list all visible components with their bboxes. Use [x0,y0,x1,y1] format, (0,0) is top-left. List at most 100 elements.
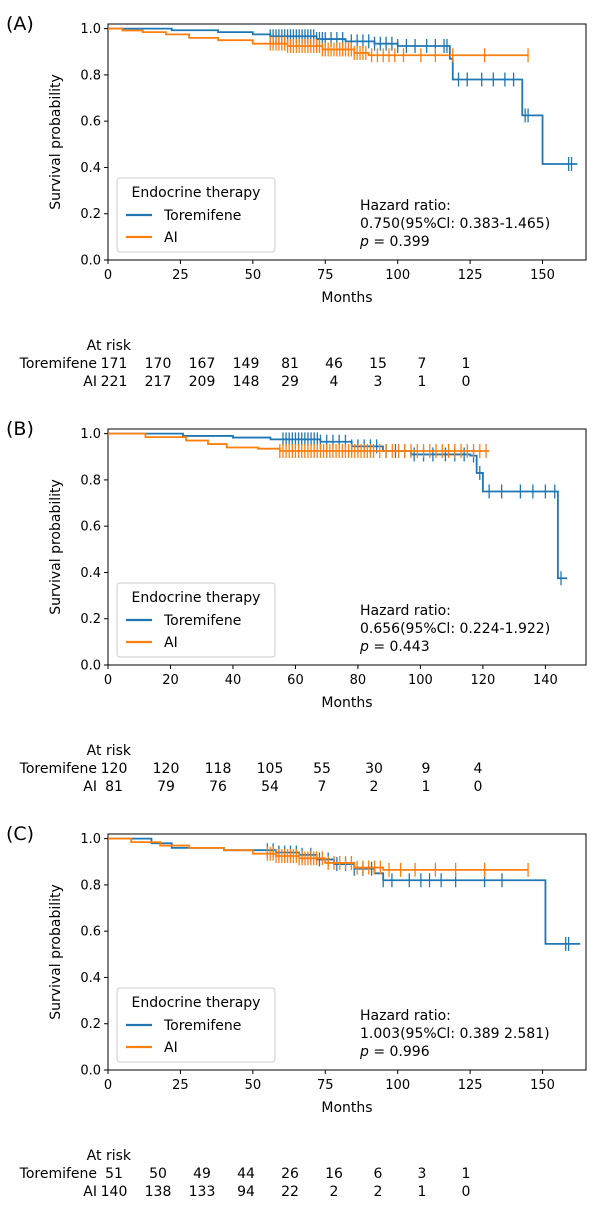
x-tick-label: 0 [104,268,112,283]
at-risk-value: 7 [418,356,427,372]
series-line-ai [108,837,529,871]
at-risk-row-label: AI [83,374,97,390]
y-tick-label: 0.0 [80,1064,101,1079]
at-risk-value: 140 [101,1184,128,1200]
legend-label: AI [164,230,178,246]
legend-box [116,987,276,1063]
legend-label: Toremifene [163,1018,241,1034]
x-tick-label: 25 [172,1078,189,1093]
at-risk-value: 221 [101,374,128,390]
y-tick-label: 0.6 [80,520,101,535]
at-risk-title: At risk [87,338,132,354]
hazard-annotation: Hazard ratio: 0.656(95%Cl: 0.224-1.922) p … [359,603,550,655]
x-tick-label: 40 [225,673,242,688]
y-tick-label: 0.2 [80,612,101,627]
at-risk-value: 138 [145,1184,172,1200]
km-panel-1: (A)0 25 50 75 100 125 1500.00.20.40.60.81.0Mon… [6,13,587,390]
at-risk-value: 81 [105,779,123,795]
hazard-ratio-value: 0.750(95%Cl: 0.383-1.465) [360,216,550,232]
p-label: p [359,639,369,655]
hazard-ratio-title: Hazard ratio: [360,198,451,214]
at-risk-value: 94 [237,1184,255,1200]
p-value-text: = 0.996 [369,1044,430,1060]
y-tick-label: 0.6 [80,925,101,940]
at-risk-value: 3 [374,374,383,390]
y-tick-label: 0.8 [80,68,101,83]
y-axis-label: Survival probability [48,479,64,615]
at-risk-value: 120 [101,761,128,777]
at-risk-value: 120 [153,761,180,777]
legend-title: Endocrine therapy [132,995,261,1011]
legend-label: AI [164,635,178,651]
legend-box [116,177,276,253]
at-risk-value: 170 [145,356,172,372]
x-axis-label: Months [321,1100,372,1116]
at-risk-title: At risk [87,1148,132,1164]
at-risk-value: 217 [145,374,172,390]
at-risk-value: 4 [330,374,339,390]
y-tick-label: 1.0 [80,832,101,847]
x-tick-label: 50 [245,1078,262,1093]
legend-title: Endocrine therapy [132,590,261,606]
series-line-toremifene [108,27,578,165]
plot-frame [107,833,587,1071]
legend-label: Toremifene [163,613,241,629]
p-value-text: = 0.399 [369,234,430,250]
legend: Endocrine therapy Toremifene AI [116,582,276,658]
p-label: p [359,234,369,250]
hazard-ratio-value: 0.656(95%Cl: 0.224-1.922) [360,621,550,637]
at-risk-row-label: Toremifene [19,1166,97,1182]
legend-label: Toremifene [163,208,241,224]
at-risk-value: 1 [418,1184,427,1200]
y-tick-label: 0.8 [80,878,101,893]
p-value: p = 0.399 [359,234,430,250]
p-label: p [359,1044,369,1060]
at-risk-value: 0 [462,1184,471,1200]
at-risk-value: 16 [325,1166,343,1182]
at-risk-value: 1 [462,1166,471,1182]
at-risk-value: 1 [462,356,471,372]
at-risk-value: 171 [101,356,128,372]
x-tick-label: 150 [530,268,555,283]
x-tick-label: 100 [385,1078,410,1093]
at-risk-value: 46 [325,356,343,372]
panel-label: (A) [6,13,34,35]
at-risk-row-label: AI [83,779,97,795]
y-tick-label: 0.2 [80,207,101,222]
at-risk-row-label: AI [83,1184,97,1200]
series-line-ai [108,27,529,57]
at-risk-value: 30 [365,761,383,777]
x-tick-label: 100 [385,268,410,283]
legend-title: Endocrine therapy [132,185,261,201]
at-risk-value: 133 [189,1184,216,1200]
x-tick-label: 0 [104,673,112,688]
y-tick-label: 0.2 [80,1017,101,1032]
legend: Endocrine therapy Toremifene AI [116,987,276,1063]
at-risk-value: 79 [157,779,175,795]
y-tick-label: 0.8 [80,473,101,488]
at-risk-row-label: Toremifene [19,761,97,777]
at-risk-value: 1 [418,374,427,390]
x-tick-label: 50 [245,268,262,283]
y-tick-label: 0.4 [80,161,101,176]
y-tick-label: 0.6 [80,115,101,130]
y-axis-label: Survival probability [48,884,64,1020]
x-tick-label: 125 [458,268,483,283]
at-risk-value: 4 [474,761,483,777]
at-risk-value: 9 [422,761,431,777]
x-axis-label: Months [321,695,372,711]
at-risk-title: At risk [87,743,132,759]
at-risk-value: 105 [257,761,284,777]
at-risk-value: 3 [418,1166,427,1182]
panel-label: (B) [6,418,34,440]
at-risk-value: 2 [374,1184,383,1200]
hazard-annotation: Hazard ratio: 1.003(95%Cl: 0.389 2.581) p … [359,1008,550,1060]
at-risk-value: 2 [370,779,379,795]
x-tick-label: 25 [172,268,189,283]
p-value: p = 0.996 [359,1044,430,1060]
x-tick-label: 150 [530,1078,555,1093]
